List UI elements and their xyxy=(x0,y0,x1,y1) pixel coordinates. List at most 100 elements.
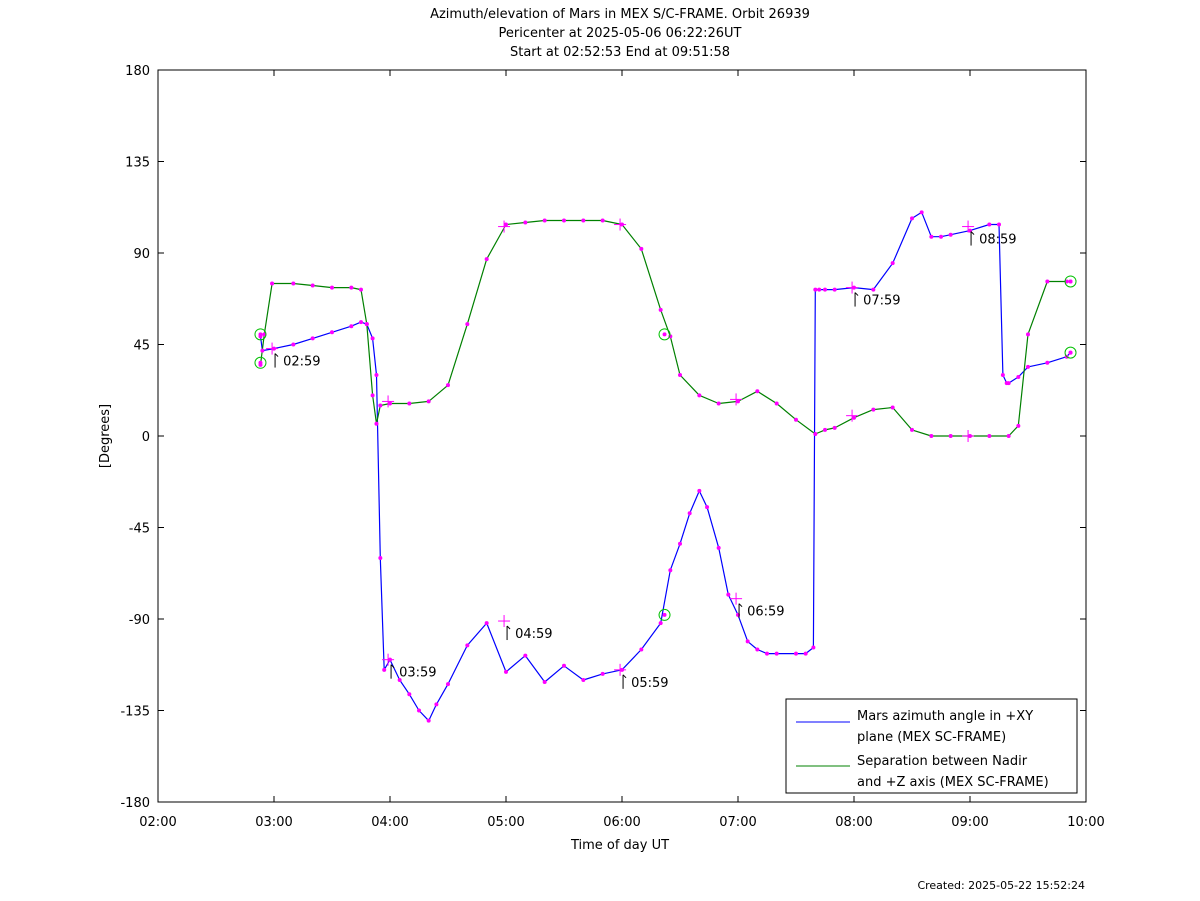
x-tick-label: 04:00 xyxy=(371,815,408,830)
separation-point xyxy=(407,401,412,406)
azimuth-point xyxy=(310,336,315,341)
created-timestamp: Created: 2025-05-22 15:52:24 xyxy=(917,879,1085,892)
azimuth-point xyxy=(871,287,876,292)
azimuth-point xyxy=(639,647,644,652)
separation-point xyxy=(523,220,528,225)
separation-point xyxy=(1006,434,1011,438)
event-circle-marker xyxy=(658,608,671,621)
azimuth-point xyxy=(1000,373,1005,377)
azimuth-point xyxy=(446,682,450,687)
separation-point xyxy=(890,405,895,410)
event-circle-marker xyxy=(254,356,267,369)
legend: Mars azimuth angle in +XY plane (MEX SC-… xyxy=(785,698,1078,794)
azimuth-point xyxy=(581,678,586,682)
hour-label-pointer-tip xyxy=(738,603,743,608)
separation-point xyxy=(639,246,644,251)
azimuth-point xyxy=(417,708,421,713)
separation-point xyxy=(697,393,702,398)
x-axis-label: Time of day UT xyxy=(570,838,669,853)
azimuth-point xyxy=(465,643,470,648)
hour-label: 08:59 xyxy=(979,233,1016,248)
event-circle-dot xyxy=(258,332,263,337)
event-circle-marker xyxy=(658,328,671,341)
legend-label-separation-2: and +Z axis (MEX SC-FRAME) xyxy=(857,775,1049,790)
series-layer xyxy=(259,211,1071,722)
y-tick-label: -45 xyxy=(129,522,150,537)
event-circle-marker xyxy=(254,328,267,341)
legend-box xyxy=(785,698,1078,794)
azimuth-point xyxy=(1045,360,1050,365)
separation-point xyxy=(1016,423,1021,428)
separation-point xyxy=(987,434,992,438)
azimuth-point xyxy=(523,653,528,658)
y-tick-label: 135 xyxy=(125,156,150,171)
separation-point xyxy=(426,399,431,404)
azimuth-point xyxy=(668,568,673,573)
hour-label-pointer-tip xyxy=(622,674,627,679)
separation-point xyxy=(364,322,369,327)
legend-label-separation-1: Separation between Nadir xyxy=(857,754,1028,769)
separation-point xyxy=(813,431,818,436)
azimuth-point xyxy=(407,692,412,697)
y-axis: 180 135 90 45 0 -45 -90 -135 -180 xyxy=(120,64,1086,811)
x-tick-label: 09:00 xyxy=(951,815,988,830)
azimuth-point xyxy=(434,702,439,707)
separation-point xyxy=(374,421,379,426)
azimuth-point xyxy=(687,511,692,516)
azimuth-point xyxy=(997,222,1001,227)
separation-point xyxy=(600,218,605,223)
x-tick-label: 10:00 xyxy=(1067,815,1104,830)
chart-subtitle-start-end: Start at 02:52:53 End at 09:51:58 xyxy=(510,45,730,60)
azimuth-point xyxy=(948,232,953,237)
y-tick-label: -135 xyxy=(120,705,150,720)
azimuth-point xyxy=(910,216,914,221)
separation-point xyxy=(504,222,508,227)
event-circle-marker xyxy=(1064,275,1077,288)
azimuth-point xyxy=(716,545,721,550)
azimuth-point xyxy=(823,287,827,292)
separation-point xyxy=(388,401,392,406)
azimuth-point xyxy=(811,645,816,650)
azimuth-point xyxy=(678,541,682,546)
azimuth-point xyxy=(562,663,566,668)
separation-point xyxy=(852,415,856,420)
separation-point xyxy=(678,373,682,377)
separation-point xyxy=(1026,332,1030,337)
hour-label: 04:59 xyxy=(515,627,552,642)
hour-label: 02:59 xyxy=(283,355,320,370)
event-circle-dot xyxy=(1068,350,1073,355)
x-tick-label: 03:00 xyxy=(255,815,292,830)
azimuth-point xyxy=(832,287,837,292)
separation-point xyxy=(446,383,450,388)
chart-subtitle-pericenter: Pericenter at 2025-05-06 06:22:26UT xyxy=(498,26,741,41)
x-tick-label: 06:00 xyxy=(603,815,640,830)
azimuth-point xyxy=(1006,381,1011,386)
separation-point xyxy=(542,218,547,223)
azimuth-point xyxy=(658,621,663,626)
azimuth-point xyxy=(803,651,808,656)
hour-label-pointer-tip xyxy=(390,664,395,669)
separation-point xyxy=(823,427,827,432)
azimuth-point xyxy=(349,324,354,329)
azimuth-point xyxy=(378,556,383,560)
separation-point xyxy=(484,257,489,262)
event-circle-marker xyxy=(1064,346,1077,359)
y-tick-label: 0 xyxy=(142,430,150,445)
hour-label-pointer-tip xyxy=(506,625,511,630)
separation-point xyxy=(349,285,354,290)
azimuth-point xyxy=(890,261,895,266)
azimuth-point xyxy=(426,718,431,723)
annotation-layer: 02:59 03:59 04:59 05:59 06:59 07:59 08:59 xyxy=(274,231,1017,691)
separation-point xyxy=(378,403,383,408)
azimuth-point xyxy=(765,651,769,656)
azimuth-point xyxy=(919,210,924,215)
event-circle-dot xyxy=(1068,279,1073,284)
hour-label-pointer-tip xyxy=(274,353,279,357)
hour-label-pointer-tip xyxy=(970,231,975,235)
separation-point xyxy=(755,389,760,394)
azimuth-point xyxy=(370,336,375,341)
separation-point xyxy=(359,287,363,292)
separation-point xyxy=(658,307,663,312)
separation-point xyxy=(774,401,779,406)
legend-label-azimuth-2: plane (MEX SC-FRAME) xyxy=(857,730,1006,745)
